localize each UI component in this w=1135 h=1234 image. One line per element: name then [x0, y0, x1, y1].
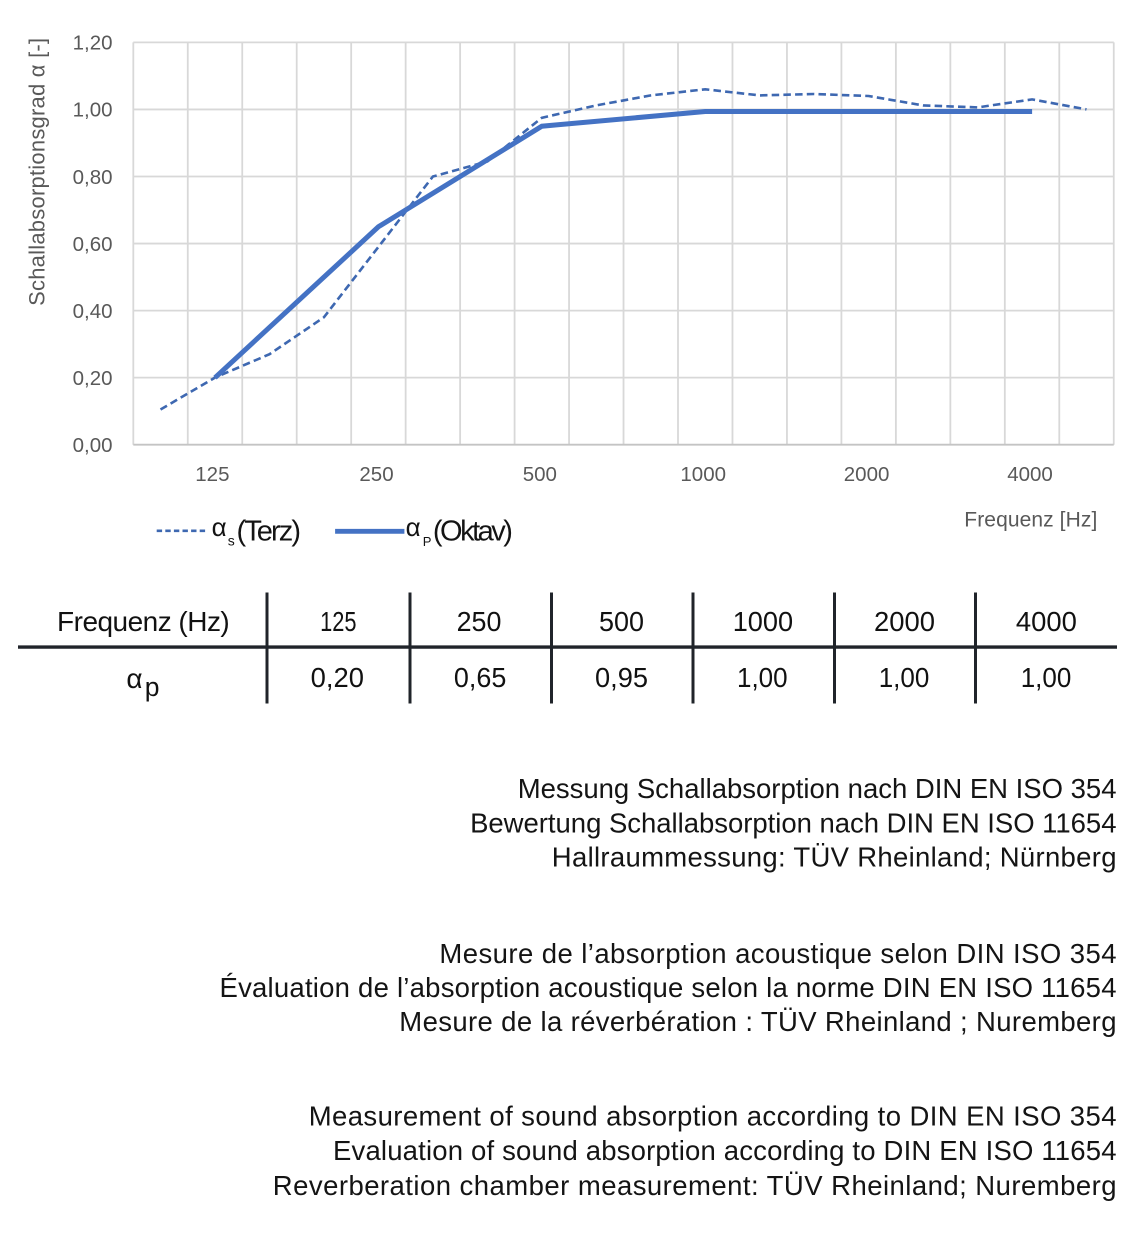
svg-text:2000: 2000: [844, 463, 890, 486]
svg-text:1,00: 1,00: [73, 99, 113, 122]
svg-text:125: 125: [195, 463, 229, 486]
svg-text:0,95: 0,95: [595, 662, 648, 693]
svg-text:0,20: 0,20: [73, 367, 113, 390]
svg-text:p: p: [145, 672, 160, 702]
svg-text:Messung Schallabsorption nach: Messung Schallabsorption nach DIN EN ISO…: [518, 773, 1117, 804]
svg-text:Measurement of sound absorptio: Measurement of sound absorption accordin…: [309, 1101, 1117, 1132]
svg-text:1,00: 1,00: [1021, 662, 1072, 693]
svg-text:0,20: 0,20: [311, 662, 364, 693]
svg-text:Hallraummessung: TÜV Rheinland: Hallraummessung: TÜV Rheinland; Nürnberg: [552, 842, 1117, 873]
svg-text:0,40: 0,40: [73, 300, 113, 323]
svg-text:Frequenz (Hz): Frequenz (Hz): [57, 606, 230, 637]
svg-text:(Oktav): (Oktav): [433, 515, 513, 547]
svg-text:α: α: [212, 512, 227, 542]
svg-text:125: 125: [320, 606, 356, 637]
svg-text:0,65: 0,65: [454, 662, 506, 693]
svg-text:0,80: 0,80: [73, 166, 113, 189]
svg-text:1000: 1000: [733, 606, 793, 637]
svg-text:250: 250: [359, 463, 393, 486]
svg-text:1,00: 1,00: [737, 662, 788, 693]
svg-text:Schallabsorptionsgrad α [-]: Schallabsorptionsgrad α [-]: [24, 38, 49, 306]
svg-text:1000: 1000: [680, 463, 726, 486]
svg-text:1,20: 1,20: [73, 32, 113, 55]
svg-text:4000: 4000: [1007, 463, 1053, 486]
svg-text:0,60: 0,60: [73, 233, 113, 256]
svg-text:α: α: [406, 512, 421, 542]
svg-text:Evaluation of sound absorption: Evaluation of sound absorption according…: [333, 1135, 1117, 1166]
svg-text:500: 500: [523, 463, 557, 486]
svg-text:Frequenz [Hz]: Frequenz [Hz]: [964, 509, 1097, 532]
svg-text:Évaluation de l’absorption aco: Évaluation de l’absorption acoustique se…: [220, 972, 1117, 1003]
svg-text:s: s: [228, 533, 235, 549]
svg-text:Reverberation chamber measurem: Reverberation chamber measurement: TÜV R…: [273, 1170, 1117, 1201]
svg-text:P: P: [423, 534, 432, 549]
svg-text:250: 250: [457, 606, 502, 637]
svg-text:0,00: 0,00: [73, 434, 113, 457]
svg-text:Mesure de la réverbération : T: Mesure de la réverbération : TÜV Rheinla…: [399, 1006, 1116, 1037]
svg-text:Mesure de l’absorption acousti: Mesure de l’absorption acoustique selon …: [439, 938, 1116, 969]
svg-text:1,00: 1,00: [879, 662, 930, 693]
svg-text:(Terz): (Terz): [237, 515, 302, 547]
svg-text:Bewertung Schallabsorption nac: Bewertung Schallabsorption nach DIN EN I…: [470, 808, 1116, 839]
svg-text:500: 500: [599, 606, 644, 637]
svg-text:α: α: [126, 663, 142, 694]
svg-text:4000: 4000: [1016, 606, 1077, 637]
svg-text:2000: 2000: [874, 606, 935, 637]
